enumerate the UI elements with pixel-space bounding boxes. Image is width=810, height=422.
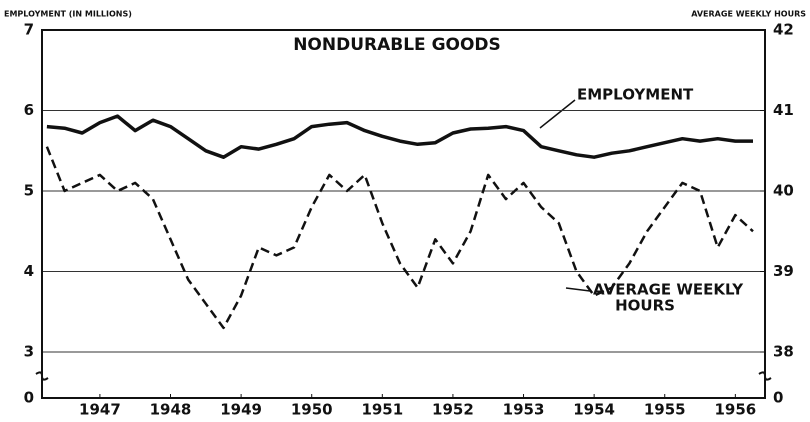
x-tick-label: 1953 — [503, 401, 545, 419]
y-tick-label: 4 — [24, 262, 34, 280]
series-line — [46, 114, 753, 159]
x-tick-label: 1956 — [714, 401, 756, 419]
x-tick-label: 1954 — [573, 401, 615, 419]
y-tick-label: 0 — [24, 389, 34, 407]
y2-tick-label: 40 — [773, 182, 794, 200]
x-tick-label: 1955 — [644, 401, 686, 419]
x-tick-label: 1947 — [79, 401, 121, 419]
y-axis-label: EMPLOYMENT (IN MILLIONS) — [4, 10, 132, 19]
y-tick-label: 7 — [24, 21, 34, 39]
y2-axis-label: AVERAGE WEEKLY HOURS — [691, 10, 806, 19]
series-line — [45, 146, 754, 330]
annotation-arrow — [565, 287, 591, 292]
x-tick-label: 1952 — [432, 401, 474, 419]
x-tick-label: 1948 — [150, 401, 192, 419]
x-tick-label: 1949 — [220, 401, 262, 419]
x-tick-label: 1951 — [361, 401, 403, 419]
plot-frame — [41, 29, 766, 399]
y2-tick-label: 0 — [773, 389, 783, 407]
y2-tick-label: 39 — [773, 262, 794, 280]
x-tick-label: 1950 — [291, 401, 333, 419]
y2-tick-label: 42 — [773, 21, 794, 39]
annotation: HOURS — [615, 297, 675, 315]
annotation: EMPLOYMENT — [577, 86, 694, 104]
annotation-arrow — [539, 99, 576, 129]
y-tick-label: 5 — [24, 182, 34, 200]
y2-tick-label: 38 — [773, 343, 794, 361]
y-tick-label: 6 — [24, 101, 34, 119]
axis-break — [758, 371, 772, 381]
chart-title: NONDURABLE GOODS — [293, 35, 501, 55]
annotation: AVERAGE WEEKLY — [593, 281, 744, 299]
y2-tick-label: 41 — [773, 101, 794, 119]
y-tick-label: 3 — [24, 343, 34, 361]
axis-break — [35, 371, 49, 381]
